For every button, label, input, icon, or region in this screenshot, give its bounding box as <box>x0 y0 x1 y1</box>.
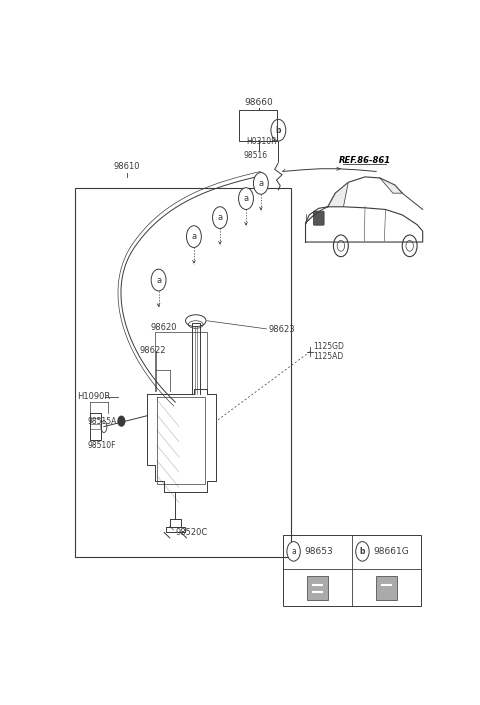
Text: H1090R: H1090R <box>77 392 110 401</box>
Text: 98520C: 98520C <box>175 528 207 537</box>
Text: 98623: 98623 <box>268 326 295 334</box>
Text: a: a <box>258 179 264 188</box>
Polygon shape <box>380 178 402 193</box>
Text: b: b <box>276 125 281 135</box>
Circle shape <box>186 226 202 247</box>
Circle shape <box>118 416 125 426</box>
Text: 98610: 98610 <box>114 162 140 171</box>
Text: H0310R: H0310R <box>246 137 276 146</box>
Text: 98516: 98516 <box>243 151 267 159</box>
Polygon shape <box>328 183 348 207</box>
Text: 98653: 98653 <box>305 547 334 556</box>
Text: a: a <box>192 232 196 241</box>
Text: REF.86-861: REF.86-861 <box>339 156 391 165</box>
Text: 98510F: 98510F <box>88 441 117 450</box>
Text: 98515A: 98515A <box>88 417 117 426</box>
Circle shape <box>253 173 268 195</box>
Circle shape <box>239 188 253 209</box>
Circle shape <box>151 269 166 291</box>
Bar <box>75 188 290 557</box>
FancyBboxPatch shape <box>313 211 324 225</box>
Bar <box>283 535 421 606</box>
Text: a: a <box>156 276 161 285</box>
Circle shape <box>287 541 300 561</box>
Text: 1125AD: 1125AD <box>313 352 343 360</box>
Text: 98660: 98660 <box>245 99 274 107</box>
Bar <box>307 576 328 600</box>
Circle shape <box>213 207 228 228</box>
Text: 1125GD: 1125GD <box>313 342 344 351</box>
Text: a: a <box>217 213 223 222</box>
Text: a: a <box>243 194 249 203</box>
Text: b: b <box>360 547 365 556</box>
Bar <box>376 576 397 600</box>
Bar <box>240 109 276 141</box>
Circle shape <box>356 541 369 561</box>
Text: 98622: 98622 <box>140 346 167 355</box>
Text: 98620: 98620 <box>151 323 178 331</box>
Text: 98661G: 98661G <box>373 547 409 556</box>
Text: a: a <box>291 547 296 556</box>
